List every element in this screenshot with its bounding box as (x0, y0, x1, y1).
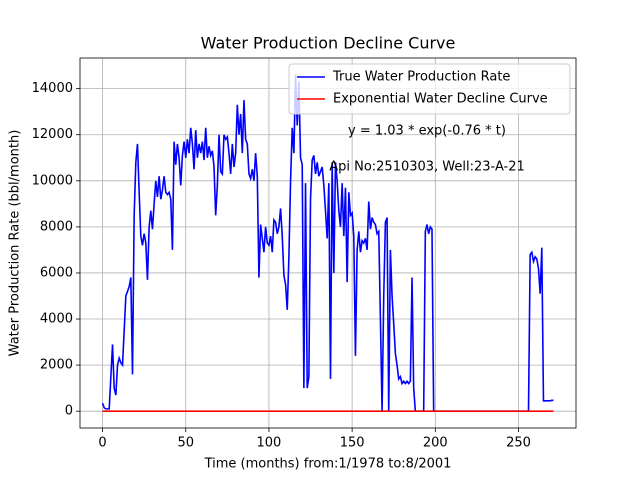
x-tick-label: 0 (98, 436, 106, 451)
y-tick-label: 12000 (32, 127, 73, 142)
x-tick-label: 150 (340, 436, 365, 451)
legend-label: True Water Production Rate (332, 70, 510, 85)
x-tick-label: 50 (177, 436, 194, 451)
plot-frame (79, 57, 577, 429)
legend-box (288, 63, 571, 115)
y-tick-label: 2000 (40, 358, 73, 373)
annotation: y = 1.03 * exp(-0.76 * t) (348, 124, 506, 139)
y-tick-label: 4000 (40, 312, 73, 327)
x-tick-label: 250 (506, 436, 531, 451)
y-tick-label: 14000 (32, 81, 73, 96)
x-tick-label: 100 (257, 436, 282, 451)
x-axis-label: Time (months) from:1/1978 to:8/2001 (204, 457, 452, 472)
y-tick-label: 6000 (40, 265, 73, 280)
y-tick-label: 8000 (40, 219, 73, 234)
series-line (101, 74, 554, 412)
y-tick-label: 0 (65, 404, 73, 419)
plot-series (101, 74, 554, 412)
annotation: Api No:2510303, Well:23-A-21 (329, 160, 525, 175)
chart-title: Water Production Decline Curve (201, 34, 456, 53)
y-tick-label: 10000 (32, 173, 73, 188)
legend-label: Exponential Water Decline Curve (333, 92, 548, 107)
x-tick-label: 200 (423, 436, 448, 451)
y-axis-label: Water Production Rate (bbl/month) (8, 130, 23, 357)
